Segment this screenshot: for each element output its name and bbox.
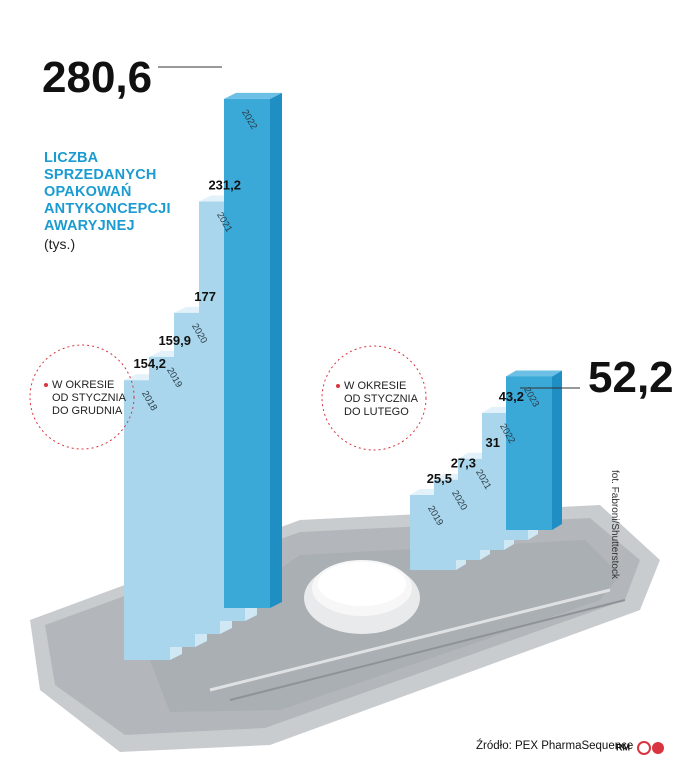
bar	[506, 370, 562, 530]
note-circle	[321, 345, 427, 451]
value-label: 43,2	[499, 389, 524, 404]
value-label: 25,5	[427, 471, 452, 486]
value-label: 154,2	[133, 356, 166, 371]
highlight-value-label: 52,2	[588, 353, 674, 402]
note-line: DO GRUDNIA	[52, 405, 123, 417]
title-line: OPAKOWAŃ	[44, 184, 132, 200]
value-label: 231,2	[208, 178, 241, 193]
bar-front	[224, 98, 270, 608]
labels-layer: 2018154,22019159,920201772021231,2202228…	[42, 53, 674, 528]
value-label: 177	[194, 289, 216, 304]
copyright-logo-icon	[636, 741, 664, 755]
note-line: W OKRESIE	[344, 380, 406, 392]
unit-label: (tys.)	[44, 236, 76, 252]
bar-side	[552, 370, 562, 530]
title-line: LICZBA	[44, 150, 99, 166]
bars-layer	[124, 92, 562, 660]
title-line: AWARYJNEJ	[44, 218, 135, 234]
note-dot-icon	[336, 384, 340, 388]
rm-logo: RM	[616, 741, 667, 755]
logo-text: RM	[616, 742, 630, 753]
highlight-value-label: 280,6	[42, 53, 152, 102]
note-line: OD STYCZNIA	[52, 392, 127, 404]
bar-top	[224, 92, 282, 99]
source-label: Źródło: PEX PharmaSequence	[476, 740, 634, 752]
title-line: ANTYKONCEPCJI	[44, 201, 171, 217]
note-line: OD STYCZNIA	[344, 393, 419, 405]
chart-title: LICZBA SPRZEDANYCH OPAKOWAŃ ANTYKONCEPCJ…	[44, 150, 171, 235]
note-circle	[29, 344, 135, 450]
note-line: W OKRESIE	[52, 379, 114, 391]
note-line: DO LUTEGO	[344, 406, 409, 418]
value-label: 27,3	[451, 456, 476, 471]
bar-side	[270, 92, 282, 608]
title-line: SPRZEDANYCH	[44, 167, 157, 183]
note-dot-icon	[44, 383, 48, 387]
bar-top	[506, 370, 562, 377]
bar-front	[506, 376, 552, 530]
value-label: 159,9	[158, 333, 191, 348]
bar	[224, 92, 282, 608]
value-label: 31	[486, 435, 500, 450]
photo-credit: fot. Fabroni/Shutterstock	[609, 470, 620, 579]
